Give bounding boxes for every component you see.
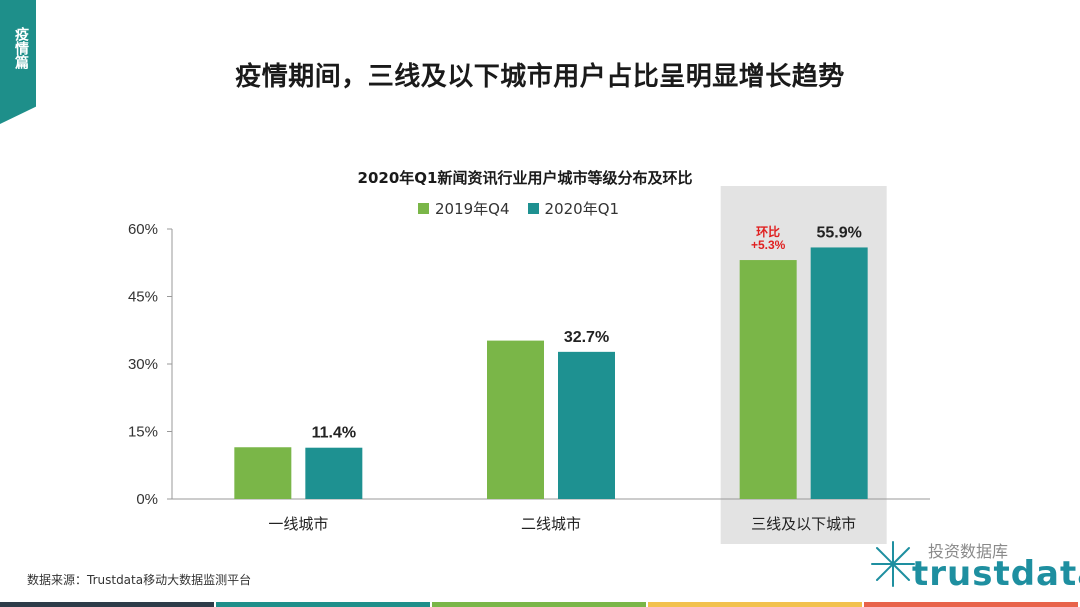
footer-segment bbox=[216, 602, 430, 607]
footer-segment bbox=[0, 602, 214, 607]
bar-2019q4 bbox=[739, 260, 797, 499]
bar-2019q4 bbox=[234, 447, 292, 499]
legend-label-2020q1: 2020年Q1 bbox=[544, 200, 620, 218]
footer-color-bar bbox=[0, 602, 1080, 607]
section-tab: 疫情篇 bbox=[0, 0, 36, 124]
legend-item-2020q1: 2020年Q1 bbox=[527, 198, 620, 219]
y-tick-label: 45% bbox=[128, 289, 158, 306]
legend-item-2019q4: 2019年Q4 bbox=[418, 198, 510, 219]
brand-watermark: 投资数据库 bbox=[928, 542, 1009, 561]
brand-name: trustdata bbox=[912, 554, 1080, 594]
y-tick-label: 30% bbox=[128, 356, 158, 373]
x-tick-label: 二线城市 bbox=[521, 515, 581, 533]
legend-swatch-2019q4 bbox=[418, 203, 429, 214]
brand-logo: 投资数据库 trustdata bbox=[868, 536, 1080, 594]
chart-legend: 2019年Q4 2020年Q1 bbox=[418, 198, 619, 219]
source-note: 数据来源：Trustdata移动大数据监测平台 bbox=[27, 573, 252, 587]
y-tick-label: 15% bbox=[128, 424, 158, 441]
section-tab-label: 疫情篇 bbox=[13, 27, 29, 69]
bar-2020q1 bbox=[558, 351, 615, 499]
y-tick-label: 60% bbox=[128, 221, 158, 238]
bar-2019q4 bbox=[487, 340, 544, 499]
bar-2020q1 bbox=[305, 447, 363, 499]
data-label: 55.9% bbox=[816, 224, 861, 241]
footer-segment bbox=[864, 602, 1078, 607]
chart-title: 2020年Q1新闻资讯行业用户城市等级分布及环比 bbox=[357, 169, 693, 187]
x-tick-label: 一线城市 bbox=[268, 515, 328, 533]
data-label: 11.4% bbox=[312, 425, 356, 442]
annotation-value: +5.3% bbox=[751, 238, 786, 252]
y-tick-label: 0% bbox=[136, 491, 158, 508]
x-tick-label: 三线及以下城市 bbox=[751, 515, 856, 533]
brand-burst-icon bbox=[871, 541, 915, 587]
annotation-label: 环比 bbox=[756, 224, 780, 239]
legend-swatch-2020q1 bbox=[527, 203, 539, 214]
footer-segment bbox=[432, 602, 646, 607]
legend-label-2019q4: 2019年Q4 bbox=[435, 200, 510, 218]
footer-segment bbox=[648, 602, 862, 607]
data-label: 32.7% bbox=[564, 329, 609, 346]
bar-2020q1 bbox=[810, 247, 868, 499]
page-title: 疫情期间，三线及以下城市用户占比呈明显增长趋势 bbox=[235, 62, 845, 92]
